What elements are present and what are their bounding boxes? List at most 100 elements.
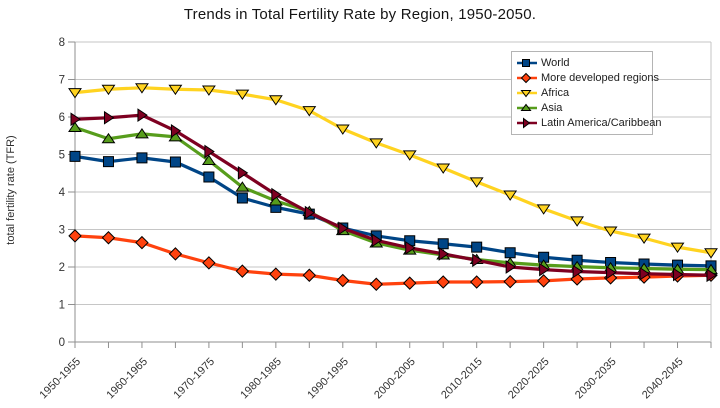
- marker-more-developed-regions: [101, 231, 116, 245]
- legend-marker-asia: [517, 103, 537, 111]
- marker-more-developed-regions: [235, 264, 250, 278]
- marker-more-developed-regions: [336, 273, 350, 288]
- marker-more-developed-regions: [503, 274, 517, 289]
- chart-title: Trends in Total Fertility Rate by Region…: [183, 6, 537, 23]
- marker-africa: [402, 150, 417, 161]
- marker-latin-america-caribbean: [438, 246, 450, 261]
- x-tick-label: 1990-1995: [305, 356, 351, 402]
- marker-more-developed-regions: [403, 276, 417, 290]
- marker-asia: [101, 132, 116, 144]
- marker-africa: [135, 83, 149, 94]
- series-line-africa: [73, 86, 713, 255]
- marker-world: [102, 156, 114, 168]
- marker-point: [520, 89, 532, 97]
- marker-asia: [68, 121, 82, 132]
- marker-point: [520, 72, 532, 83]
- marker-latin-america-caribbean: [572, 264, 584, 279]
- y-tick-label: 7: [59, 75, 65, 87]
- marker-latin-america-caribbean: [505, 260, 517, 274]
- marker-latin-america-caribbean: [405, 240, 416, 255]
- marker-africa: [637, 233, 651, 245]
- y-tick-label: 8: [59, 37, 65, 49]
- legend-label: World: [541, 56, 570, 69]
- marker-latin-america-caribbean: [673, 267, 684, 282]
- legend-marker-more-developed-regions: [517, 72, 537, 83]
- legend-item-more-developed-regions: More developed regions: [517, 70, 659, 85]
- marker-more-developed-regions: [168, 247, 183, 261]
- legend-item-africa: Africa: [517, 85, 648, 100]
- marker-latin-america-caribbean: [706, 268, 717, 283]
- y-tick-label: 0: [59, 337, 65, 349]
- series-line-latin-america-caribbean: [73, 113, 713, 277]
- marker-point: [523, 117, 531, 128]
- marker-africa: [704, 248, 718, 259]
- x-tick-label: 2000-2005: [372, 356, 418, 402]
- legend-label: Africa: [541, 86, 570, 99]
- x-tick-label: 1960-1965: [104, 356, 150, 402]
- marker-africa: [101, 84, 116, 96]
- y-tick-label: 2: [59, 262, 65, 274]
- marker-latin-america-caribbean: [103, 110, 115, 125]
- marker-world: [203, 171, 215, 183]
- series-line-world: [73, 154, 713, 268]
- marker-point: [520, 103, 532, 111]
- legend-marker-africa: [517, 89, 537, 97]
- marker-africa: [201, 85, 216, 96]
- marker-africa: [302, 106, 317, 117]
- marker-latin-america-caribbean: [70, 112, 81, 127]
- marker-africa: [68, 88, 82, 99]
- marker-africa: [436, 163, 451, 174]
- marker-more-developed-regions: [302, 268, 317, 282]
- x-tick-label: 2020-2025: [506, 356, 552, 402]
- marker-africa: [603, 226, 618, 237]
- marker-latin-america-caribbean: [170, 123, 182, 138]
- marker-africa: [369, 138, 384, 149]
- marker-africa: [235, 89, 250, 101]
- legend-item-world: World: [517, 55, 648, 70]
- marker-asia: [135, 127, 149, 139]
- marker-latin-america-caribbean: [371, 233, 383, 248]
- x-tick-label: 2040-2045: [640, 356, 686, 402]
- marker-world: [69, 150, 81, 162]
- x-tick-label: 2010-2015: [439, 356, 485, 402]
- marker-world: [236, 192, 248, 204]
- marker-latin-america-caribbean: [639, 266, 650, 281]
- marker-world: [437, 238, 449, 250]
- x-tick-label: 2030-2035: [573, 356, 619, 402]
- marker-africa: [670, 242, 685, 254]
- marker-africa: [536, 204, 551, 215]
- marker-latin-america-caribbean: [237, 165, 249, 180]
- marker-latin-america-caribbean: [472, 253, 483, 268]
- marker-more-developed-regions: [469, 275, 484, 289]
- marker-world: [169, 156, 181, 168]
- legend-label: Latin America/Caribbean: [541, 116, 662, 129]
- legend-item-latin-america-caribbean: Latin America/Caribbean: [517, 115, 661, 130]
- y-tick-label: 5: [59, 150, 65, 162]
- marker-africa: [168, 84, 183, 96]
- legend-box: World More developed regions Africa Asia Lat…: [511, 51, 661, 135]
- legend-marker-world: [517, 58, 537, 67]
- legend-label: Asia: [541, 101, 563, 114]
- y-tick-label: 1: [59, 300, 65, 312]
- marker-latin-america-caribbean: [204, 144, 215, 159]
- x-tick-label: 1950-1955: [37, 356, 83, 402]
- marker-africa: [570, 216, 585, 227]
- x-tick-label: 1970-1975: [171, 356, 217, 402]
- marker-asia: [201, 154, 216, 165]
- marker-more-developed-regions: [369, 277, 383, 291]
- legend-item-asia: Asia: [517, 100, 648, 115]
- x-tick-label: 1980-1985: [238, 356, 284, 402]
- marker-more-developed-regions: [436, 275, 450, 289]
- legend-marker-latin-america-caribbean: [517, 117, 537, 128]
- marker-africa: [268, 95, 283, 106]
- marker-more-developed-regions: [68, 229, 82, 243]
- marker-latin-america-caribbean: [304, 205, 316, 220]
- y-tick-label: 6: [59, 112, 65, 124]
- y-tick-label: 3: [59, 225, 65, 237]
- marker-more-developed-regions: [536, 274, 551, 288]
- marker-africa: [469, 177, 484, 188]
- marker-latin-america-caribbean: [606, 265, 617, 280]
- marker-latin-america-caribbean: [137, 108, 148, 123]
